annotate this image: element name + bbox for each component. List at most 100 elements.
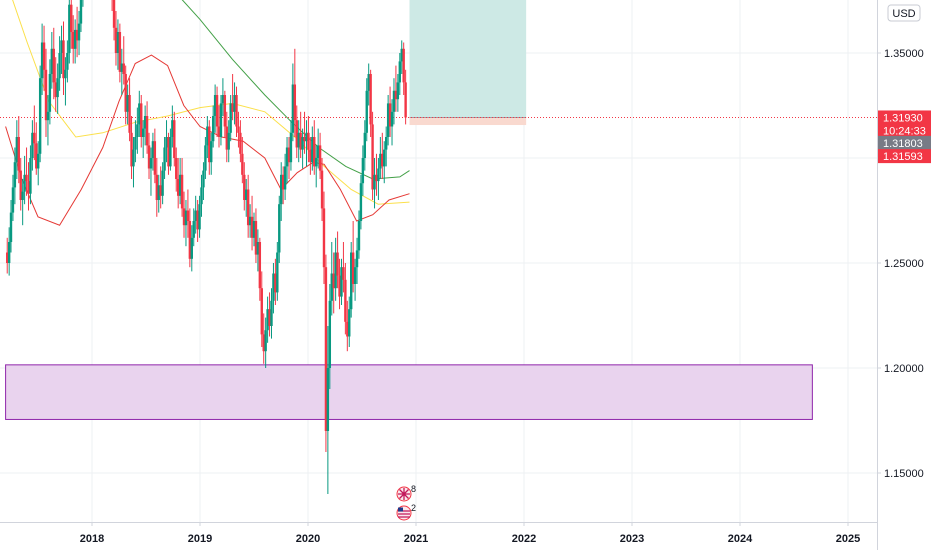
candle <box>176 158 180 209</box>
candle-body <box>182 208 186 226</box>
candle-body <box>64 69 67 79</box>
candle <box>289 120 293 171</box>
candle <box>348 296 351 347</box>
candle-body <box>369 74 372 125</box>
candle-body <box>17 137 20 171</box>
zones[interactable] <box>5 0 877 420</box>
candle <box>365 78 368 142</box>
candle-body <box>178 174 182 196</box>
candle <box>112 0 116 41</box>
candle-body <box>330 273 333 301</box>
candle <box>270 288 273 339</box>
candle-body <box>151 141 155 158</box>
candle-body <box>291 84 295 133</box>
candle-body <box>58 53 61 79</box>
candle-body <box>241 153 244 175</box>
candle <box>75 6 79 58</box>
us-event-icon[interactable]: 2 <box>396 503 416 521</box>
candle <box>223 90 227 137</box>
currency-badge[interactable]: USD <box>887 4 921 22</box>
candle-body <box>147 145 151 169</box>
candle <box>149 147 153 196</box>
candle <box>239 120 242 163</box>
candle-body <box>149 158 153 169</box>
candle <box>369 69 372 137</box>
candle-body <box>217 126 221 137</box>
candle-body <box>112 0 116 28</box>
candle <box>186 189 190 238</box>
candle-body <box>394 90 398 100</box>
candle <box>188 208 192 268</box>
candle-body <box>153 141 157 175</box>
candle-body <box>316 145 320 158</box>
candle <box>346 300 349 352</box>
candle <box>38 65 42 163</box>
candle <box>79 0 83 32</box>
candle <box>301 128 304 169</box>
candle-body <box>336 252 339 276</box>
candle <box>377 158 380 200</box>
candle-body <box>29 158 32 194</box>
candle <box>225 111 228 163</box>
candle-body <box>367 74 370 91</box>
candle-body <box>328 300 332 368</box>
candle <box>336 231 339 289</box>
candle <box>268 292 271 337</box>
candle <box>128 78 131 142</box>
time-tick-label: 2023 <box>620 533 644 545</box>
candle-body <box>297 132 300 148</box>
candle-body <box>54 82 57 98</box>
price-label: 1.31593 <box>878 149 931 164</box>
candle <box>340 258 343 305</box>
candle <box>221 78 225 116</box>
candle-body <box>274 273 277 293</box>
candle-body <box>52 48 55 83</box>
candle <box>297 120 300 163</box>
lower-support-zone[interactable] <box>5 364 813 420</box>
candle-body <box>359 183 363 221</box>
candle-body <box>239 132 242 154</box>
uk-event-icon[interactable]: 8 <box>396 484 416 502</box>
candle <box>211 105 215 148</box>
long-position-tool[interactable] <box>0 0 877 126</box>
candle-body <box>77 23 81 41</box>
candle <box>192 208 195 247</box>
candle <box>278 195 281 263</box>
candle-body <box>307 132 310 150</box>
candle <box>159 166 162 209</box>
candle <box>58 36 61 91</box>
candle <box>266 296 269 343</box>
candle <box>173 111 176 167</box>
candle-body <box>163 147 166 171</box>
candle-body <box>404 82 407 118</box>
candle <box>359 174 363 230</box>
candle-body <box>346 321 349 337</box>
price-label-box <box>878 123 931 138</box>
candle-body <box>79 0 83 24</box>
position-stop-zone[interactable] <box>409 117 527 126</box>
candle <box>70 0 73 49</box>
candle <box>33 105 36 161</box>
candle <box>171 105 174 148</box>
candle <box>6 237 9 274</box>
candle <box>342 242 345 293</box>
candle-body <box>262 334 265 352</box>
candle-body <box>132 149 135 167</box>
candle <box>293 48 297 137</box>
candle <box>132 137 135 188</box>
candle <box>250 195 254 251</box>
candle-body <box>280 174 283 205</box>
candle <box>72 15 75 64</box>
candle-body <box>72 32 75 49</box>
candle-body <box>141 128 145 137</box>
candle <box>182 191 186 238</box>
candle-body <box>221 95 225 104</box>
economic-events[interactable]: 8 2 <box>396 484 416 521</box>
candle <box>196 200 199 242</box>
position-target-zone[interactable] <box>409 0 527 118</box>
candle-body <box>219 103 223 137</box>
candle <box>210 132 213 175</box>
